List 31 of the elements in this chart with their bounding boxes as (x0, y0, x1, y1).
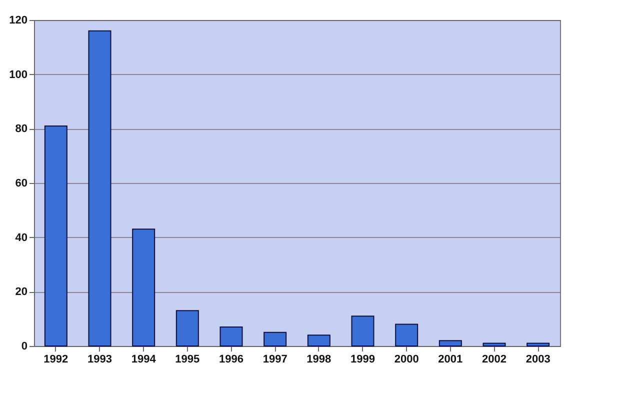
x-tick-label: 2002 (482, 354, 506, 366)
bar (264, 332, 287, 346)
y-tick-label: 60 (15, 178, 28, 190)
bar (482, 342, 506, 346)
bar (526, 342, 550, 346)
bar (395, 324, 418, 346)
y-tick-label: 40 (15, 232, 28, 244)
y-tick-label: 0 (21, 340, 28, 352)
bar (176, 310, 199, 346)
bar (132, 228, 156, 346)
x-tick-label: 2003 (526, 354, 550, 366)
bar (307, 334, 330, 346)
bar (220, 326, 243, 346)
x-tick-label: 2001 (438, 354, 463, 366)
x-tick-label: 1996 (219, 354, 244, 366)
x-tick-label: 1993 (88, 354, 112, 366)
y-tick-label: 100 (9, 68, 28, 81)
x-tick-label: 1992 (44, 354, 68, 366)
y-tick-label: 80 (15, 123, 28, 136)
bar (88, 30, 112, 346)
y-tick-label: 20 (15, 286, 28, 298)
x-tick-label: 1995 (175, 354, 200, 366)
y-tick-label: 120 (9, 14, 28, 26)
x-tick-label: 1998 (306, 354, 332, 366)
x-tick-label: 1999 (350, 354, 375, 366)
bar (438, 340, 462, 346)
bar (44, 125, 68, 346)
x-tick-label: 1994 (131, 354, 157, 366)
x-tick-label: 1997 (262, 354, 288, 366)
x-tick-label: 2000 (394, 354, 419, 366)
bar (351, 316, 374, 346)
